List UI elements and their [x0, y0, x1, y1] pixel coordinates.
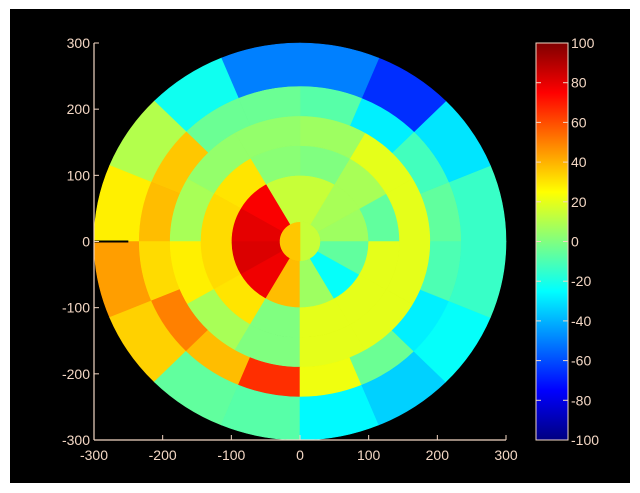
polar-map-plot: -300 -200 -100 0 100 200 300 300 200 100… [62, 35, 518, 463]
colorbar-tick-label: 60 [571, 114, 587, 130]
colorbar-tick-label: 0 [571, 234, 579, 250]
x-tick-label: -300 [80, 447, 108, 463]
colorbar-tick-label: 80 [571, 75, 587, 91]
polar-segment-ring-6 [448, 241, 507, 318]
colorbar-tick-label: 20 [571, 194, 587, 210]
colorbar-tick-label: -60 [571, 353, 591, 369]
colorbar-tick-label: -40 [571, 313, 591, 329]
x-tick-labels: -300 -200 -100 0 100 200 300 [80, 447, 518, 463]
x-tick-label: 300 [494, 447, 518, 463]
colorbar-tick-label: 40 [571, 154, 587, 170]
y-tick-labels: 300 200 100 0 -100 -200 -300 [62, 35, 90, 448]
colorbar-tick-label: -20 [571, 273, 591, 289]
y-tick-label: 100 [67, 167, 91, 183]
y-tick-label: -100 [62, 300, 90, 316]
y-tick-label: 200 [67, 101, 91, 117]
polar-segments [93, 42, 507, 441]
colorbar-tick-label: -100 [571, 432, 599, 448]
y-tick-label: 300 [67, 35, 91, 51]
colorbar-tick-label: -80 [571, 392, 591, 408]
colorbar-tick-label: 100 [571, 35, 595, 51]
colorbar-gradient [535, 42, 569, 441]
x-tick-label: 0 [296, 447, 304, 463]
y-tick-label: -200 [62, 366, 90, 382]
x-tick-label: 100 [357, 447, 381, 463]
plot-axes [93, 42, 507, 441]
colorbar-ticks [536, 42, 568, 441]
y-tick-label: -300 [62, 432, 90, 448]
x-tick-label: -200 [149, 447, 177, 463]
colorbar-tick-labels: 100 80 60 40 20 0 -20 -40 -60 -80 -100 [571, 35, 599, 448]
x-tick-label: 200 [426, 447, 450, 463]
colorbar: 100 80 60 40 20 0 -20 -40 -60 -80 -100 [535, 35, 599, 448]
x-tick-label: -100 [217, 447, 245, 463]
y-tick-label: 0 [82, 234, 90, 250]
